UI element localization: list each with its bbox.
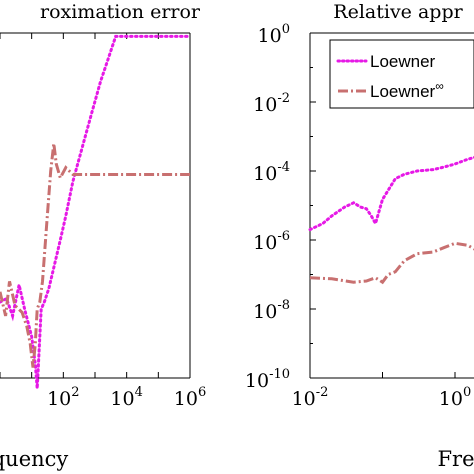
legend-label-loewner-inf: Loewner∞ <box>370 79 444 101</box>
right-series-group <box>308 155 474 285</box>
left-x-axis-label: quency <box>0 447 68 471</box>
legend-label-loewner: Loewner <box>370 52 436 71</box>
legend: Loewner Loewner∞ <box>329 39 474 109</box>
left-x-tick-label: 104 <box>110 385 142 410</box>
right-y-tick-label: 10-4 <box>253 160 290 185</box>
right-x-axis-label: Fre <box>437 447 474 471</box>
left-panel: roximation error 102 104 106 quency <box>0 1 206 471</box>
right-x-tick-label: 100 <box>439 385 471 410</box>
left-x-tick-label: 102 <box>47 385 79 410</box>
left-x-tick-labels: 102 104 106 <box>47 385 206 410</box>
right-y-tick-label: 10-8 <box>253 298 290 323</box>
left-chart-title: roximation error <box>40 1 201 23</box>
right-series-line-0 <box>308 155 474 232</box>
right-y-tick-label: 10-6 <box>253 229 290 254</box>
legend-box <box>329 39 474 109</box>
left-x-tick-label: 106 <box>174 385 206 410</box>
left-series-line-0 <box>0 34 192 389</box>
right-y-tick-label: 10-2 <box>253 91 290 116</box>
left-series-line-1 <box>0 143 190 368</box>
right-axis-ticks <box>309 32 456 379</box>
right-chart-title: Relative appr <box>333 1 463 23</box>
right-panel: Relative appr 10010-210-410-610-810-1010… <box>245 1 474 471</box>
right-series-line-1 <box>309 241 474 285</box>
left-series-group <box>0 34 192 389</box>
right-y-tick-label: 100 <box>258 22 290 47</box>
right-x-tick-label: 10-2 <box>292 385 329 410</box>
right-y-tick-label: 10-10 <box>245 367 290 392</box>
